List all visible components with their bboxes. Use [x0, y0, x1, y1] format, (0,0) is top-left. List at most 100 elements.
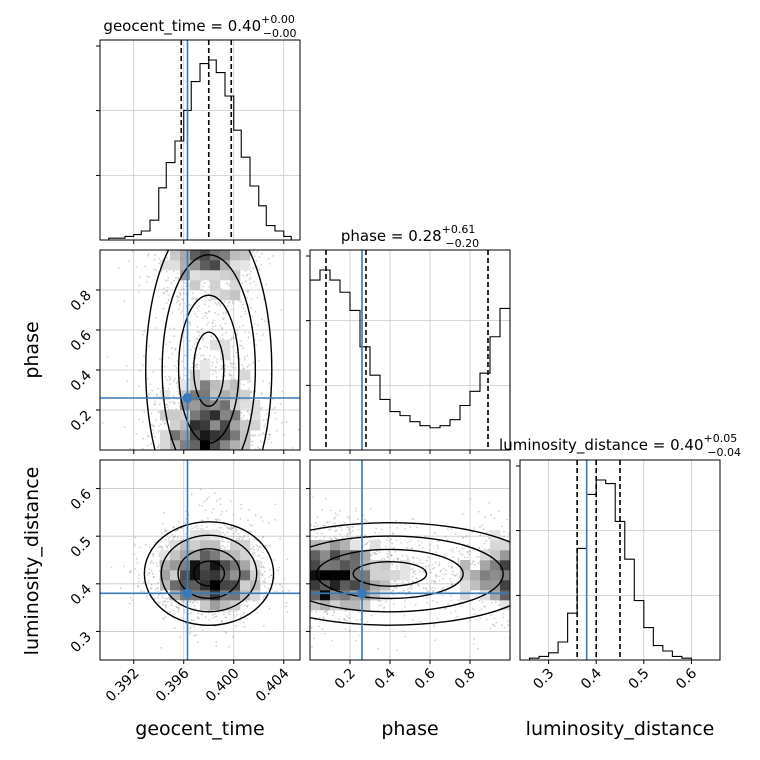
density-cell: [240, 390, 251, 401]
sample-point: [214, 518, 217, 521]
density-cell: [240, 580, 251, 591]
density-cell: [190, 400, 201, 411]
sample-point: [461, 547, 464, 550]
density-cell: [180, 380, 191, 391]
sample-point: [225, 311, 228, 313]
density-cell: [200, 410, 211, 421]
sample-point: [201, 613, 204, 616]
sample-point: [451, 584, 454, 586]
panel-phase-hist: [306, 249, 511, 454]
sample-point: [110, 566, 113, 569]
density-cell: [210, 560, 221, 571]
sample-point: [247, 604, 249, 607]
sample-point: [172, 395, 175, 397]
sample-point: [156, 587, 158, 590]
sample-point: [179, 636, 182, 639]
sample-point: [244, 269, 247, 272]
sample-point: [182, 601, 185, 603]
sample-point: [329, 528, 332, 531]
sample-point: [200, 525, 203, 527]
sample-point: [228, 284, 231, 287]
sample-point: [278, 566, 281, 569]
sample-point: [140, 590, 143, 593]
sample-point: [147, 435, 150, 438]
sample-point: [208, 285, 210, 288]
sample-point: [191, 619, 193, 621]
sample-point: [242, 414, 245, 417]
sample-point: [221, 364, 223, 367]
sample-point: [234, 616, 237, 618]
sample-point: [217, 313, 220, 316]
sample-point: [153, 597, 156, 600]
density-cell: [220, 560, 231, 571]
sample-point: [129, 447, 131, 450]
sample-point: [231, 302, 234, 304]
sample-point: [153, 541, 156, 544]
density-cell: [160, 260, 171, 271]
sample-point: [162, 420, 164, 423]
sample-point: [185, 533, 187, 535]
sample-point: [254, 514, 257, 517]
sample-point: [214, 369, 216, 372]
sample-point: [214, 325, 217, 327]
density-cell: [230, 560, 241, 571]
sample-point: [196, 325, 199, 328]
sample-point: [192, 601, 195, 604]
sample-point: [279, 403, 282, 406]
sample-point: [146, 275, 149, 278]
sample-point: [166, 547, 169, 549]
sample-point: [196, 338, 198, 340]
sample-point: [269, 433, 272, 436]
sample-point: [196, 616, 199, 619]
sample-point: [222, 318, 225, 321]
sample-point: [229, 369, 232, 372]
density-cell: [250, 420, 261, 431]
density-cell: [170, 550, 181, 561]
sample-point: [269, 545, 271, 547]
truth-point: [182, 588, 193, 599]
density-cell: [230, 260, 241, 271]
sample-point: [220, 513, 222, 516]
sample-point: [253, 322, 256, 325]
sample-point: [264, 595, 266, 598]
density-cell: [240, 250, 251, 261]
sample-point: [258, 447, 261, 450]
sample-point: [247, 535, 250, 538]
sample-point: [161, 548, 164, 550]
sample-point: [212, 322, 214, 324]
sample-point: [260, 434, 262, 436]
sample-point: [172, 401, 174, 403]
density-cell: [180, 420, 191, 431]
sample-point: [188, 340, 191, 342]
sample-point: [164, 530, 167, 533]
sample-point: [267, 438, 270, 441]
sample-point: [240, 615, 242, 618]
sample-point: [261, 580, 264, 583]
sample-point: [261, 318, 263, 321]
density-cell: [210, 290, 221, 301]
sample-point: [270, 583, 272, 586]
density-cell: [190, 530, 201, 541]
density-cell: [200, 440, 211, 450]
sample-point: [173, 609, 175, 612]
sample-point: [262, 595, 265, 598]
density-cell: [210, 570, 221, 581]
sample-point: [264, 585, 266, 588]
sample-point: [263, 570, 266, 573]
panel-content: [310, 250, 510, 450]
density-cell: [160, 580, 171, 591]
sample-point: [219, 324, 222, 327]
sample-point: [200, 519, 203, 522]
sample-point: [131, 250, 134, 253]
sample-point: [191, 527, 194, 530]
sample-point: [167, 540, 170, 542]
density-cell: [220, 270, 231, 281]
sample-point: [207, 321, 210, 324]
sample-point: [150, 570, 153, 573]
density-cell: [220, 400, 231, 411]
title-plus: +0.05: [704, 432, 738, 445]
density-cell: [190, 390, 201, 401]
sample-point: [246, 605, 248, 608]
panel-frame: [309, 249, 511, 451]
sample-point: [241, 537, 244, 540]
